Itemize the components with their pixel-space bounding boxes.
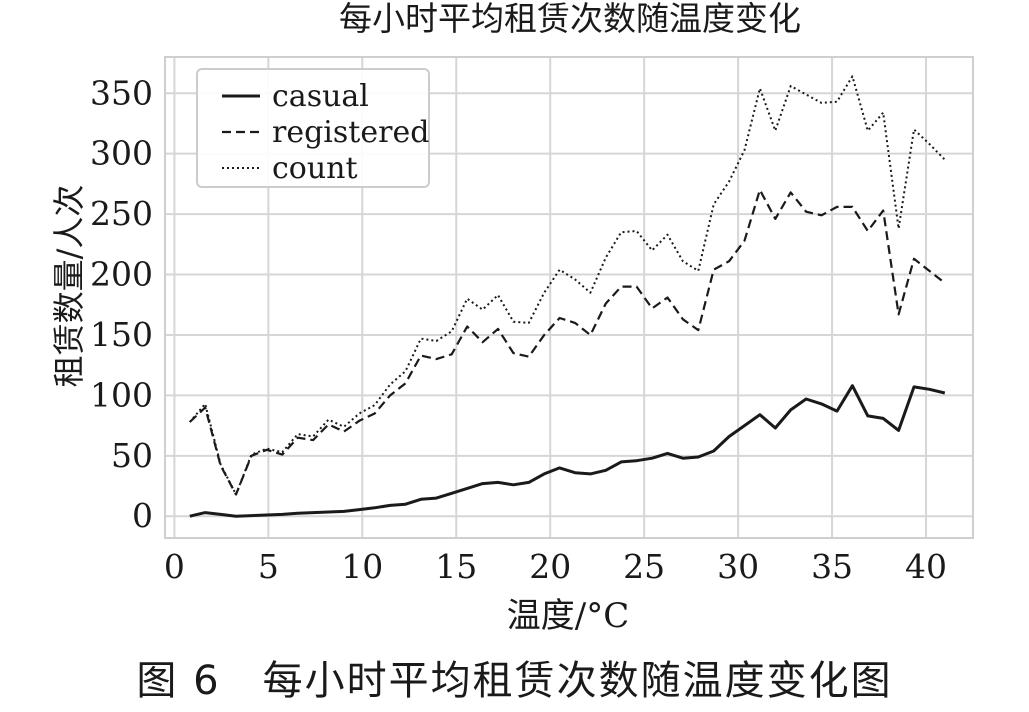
legend-box (196, 68, 430, 188)
y-tick-label: 300 (90, 134, 153, 173)
series-layer (189, 75, 946, 518)
x-tick-label: 30 (717, 547, 759, 586)
chart-title: 每小时平均租赁次数随温度变化 (339, 0, 801, 38)
x-tick-label: 20 (529, 547, 571, 586)
y-axis-label: 租赁数量/人次 (50, 185, 88, 388)
legend-label-casual: casual (272, 79, 369, 114)
legend-label-count: count (272, 151, 358, 186)
series-line-casual (189, 384, 946, 518)
x-axis-ticks: 0 5 10 15 20 25 30 35 40 (164, 547, 947, 586)
x-tick-label: 0 (164, 547, 185, 586)
legend-label-registered: registered (272, 115, 429, 150)
y-tick-label: 200 (90, 255, 153, 294)
gridlines (165, 57, 973, 538)
y-axis-ticks: 0 50 100 150 200 250 300 350 (90, 73, 153, 535)
x-tick-label: 40 (905, 547, 947, 586)
x-tick-label: 10 (341, 547, 383, 586)
x-tick-label: 15 (435, 547, 477, 586)
figure-caption: 图 6 每小时平均租赁次数随温度变化图 (136, 658, 893, 704)
y-tick-label: 0 (132, 496, 153, 535)
y-tick-label: 250 (90, 194, 153, 233)
y-tick-label: 350 (90, 73, 153, 112)
y-tick-label: 150 (90, 315, 153, 354)
x-tick-label: 25 (623, 547, 665, 586)
x-tick-label: 35 (811, 547, 853, 586)
series-line-count (189, 75, 946, 496)
plot-frame (164, 56, 974, 539)
series-line-registered (189, 188, 946, 496)
y-tick-label: 100 (90, 375, 153, 414)
x-tick-label: 5 (258, 547, 279, 586)
x-axis-label: 温度/°C (507, 596, 629, 636)
y-tick-label: 50 (111, 436, 153, 475)
